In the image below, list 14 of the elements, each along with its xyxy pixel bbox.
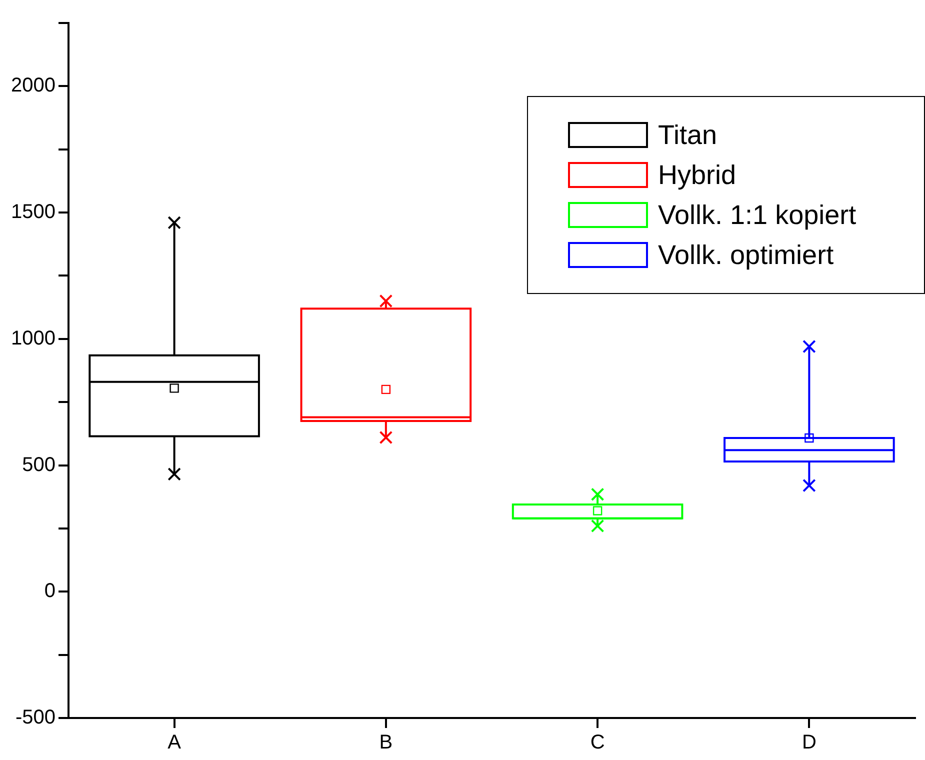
legend-label: Titan [658,120,718,150]
legend-label: Hybrid [658,160,736,190]
y-tick-label: 2000 [10,74,56,97]
y-tick-label: 500 [22,454,56,476]
y-tick-label: -500 [15,706,56,729]
x-tick-label: D [802,732,816,754]
y-tick-label: 0 [44,580,56,602]
y-tick-label: 1500 [10,201,56,224]
x-tick-label: C [590,732,605,754]
legend-label: Vollk. optimiert [658,240,834,270]
x-tick-label: A [168,732,182,754]
y-tick-label: 1000 [10,327,56,350]
legend-label: Vollk. 1:1 kopiert [658,200,856,230]
x-tick-label: B [379,732,393,754]
